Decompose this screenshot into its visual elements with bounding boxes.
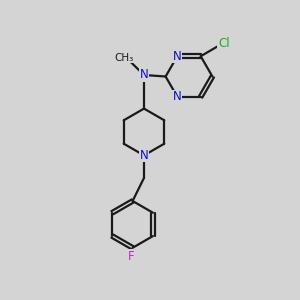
Text: F: F [128,250,134,263]
Text: CH₃: CH₃ [114,52,134,63]
Text: N: N [140,149,148,162]
Text: N: N [173,90,182,103]
Text: Cl: Cl [218,37,230,50]
Text: N: N [140,68,148,82]
Text: N: N [173,50,182,63]
